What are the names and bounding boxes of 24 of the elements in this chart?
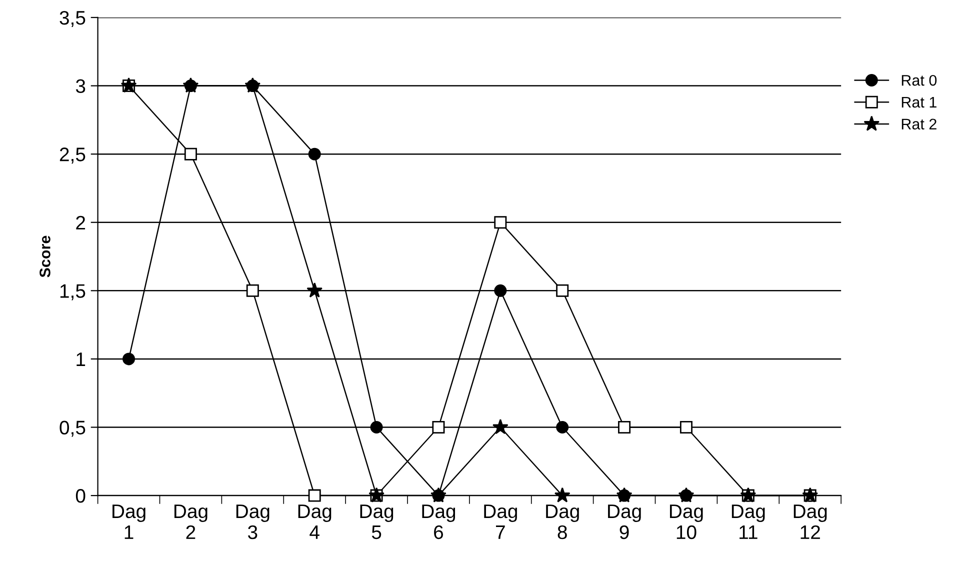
x-tick-label: Dag 5 bbox=[360, 504, 394, 540]
y-tick-label: 2,5 bbox=[60, 148, 86, 164]
y-tick-label: 2 bbox=[76, 216, 86, 230]
x-tick-label: Dag 4 bbox=[298, 504, 332, 539]
x-tick-label: Dag 3 bbox=[236, 504, 270, 540]
x-tick-label: Dag 7 bbox=[484, 504, 517, 539]
x-tick-label: Dag 10 bbox=[670, 504, 703, 540]
y-tick-label: 0,5 bbox=[60, 420, 86, 437]
y-tick-label: 1 bbox=[76, 352, 86, 366]
y-tick-label: 3 bbox=[76, 79, 86, 94]
legend-label: Rat 0 bbox=[902, 74, 937, 86]
y-axis-title: Score bbox=[40, 236, 50, 278]
x-tick-label: Dag 2 bbox=[174, 504, 208, 539]
y-tick-label: 3,5 bbox=[60, 10, 86, 28]
y-tick-label: 0 bbox=[76, 489, 86, 503]
legend-label: Rat 1 bbox=[902, 96, 936, 108]
x-tick-label: Dag 8 bbox=[546, 504, 579, 540]
x-tick-label: Dag 9 bbox=[608, 504, 641, 540]
y-tick-label: 1,5 bbox=[60, 284, 86, 300]
x-tick-label: Dag 1 bbox=[112, 504, 146, 539]
x-tick-label: Dag 12 bbox=[794, 504, 827, 539]
legend-label: Rat 2 bbox=[902, 118, 936, 130]
x-tick-label: Dag 11 bbox=[732, 504, 765, 539]
x-tick-label: Dag 6 bbox=[422, 504, 456, 540]
